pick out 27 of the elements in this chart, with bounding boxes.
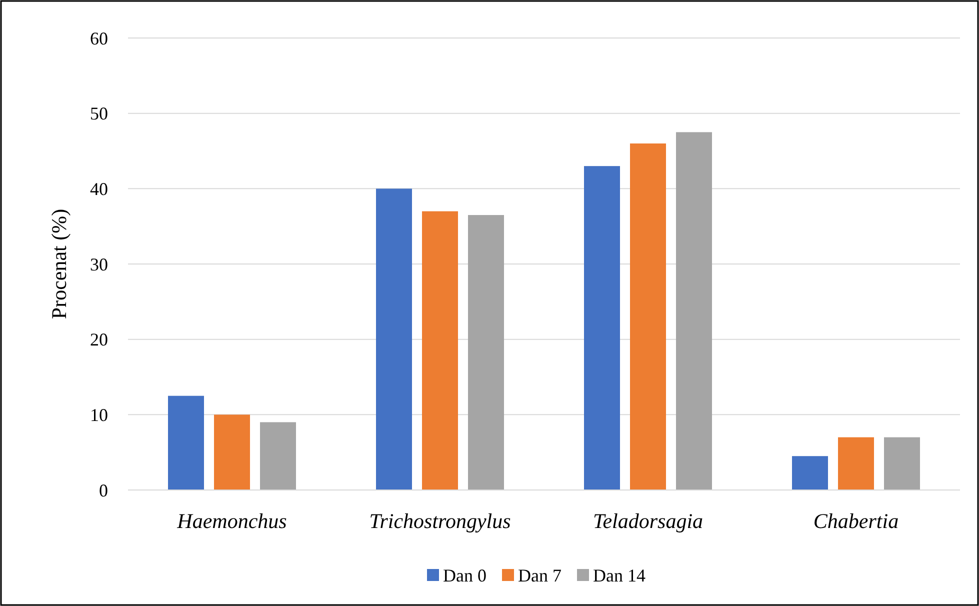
x-tick-label: Haemonchus: [176, 509, 287, 533]
bar: [838, 437, 874, 490]
legend-label: Dan 0: [443, 565, 486, 586]
bar: [584, 166, 620, 490]
legend-label: Dan 7: [518, 565, 562, 586]
y-tick-label: 20: [90, 330, 108, 350]
y-axis-title: Procenat (%): [47, 208, 71, 320]
bar: [676, 132, 712, 490]
bar: [468, 215, 504, 490]
y-tick-label: 50: [90, 104, 108, 124]
y-tick-label: 10: [90, 404, 108, 425]
bar: [260, 422, 296, 490]
bar: [630, 143, 666, 490]
y-tick-label: 40: [90, 178, 108, 199]
x-tick-label: Chabertia: [813, 509, 899, 533]
x-tick-label: Teladorsagia: [592, 509, 704, 533]
bar: [792, 456, 828, 490]
bar: [214, 414, 250, 490]
bar: [168, 396, 204, 490]
bar: [376, 188, 412, 490]
y-tick-label: 30: [90, 254, 108, 274]
bar: [884, 437, 920, 490]
bar: [422, 211, 458, 490]
y-tick-label: 0: [99, 480, 108, 500]
legend-label: Dan 14: [593, 565, 646, 586]
x-tick-label: Trichostrongylus: [369, 509, 511, 533]
y-tick-label: 60: [90, 28, 108, 48]
